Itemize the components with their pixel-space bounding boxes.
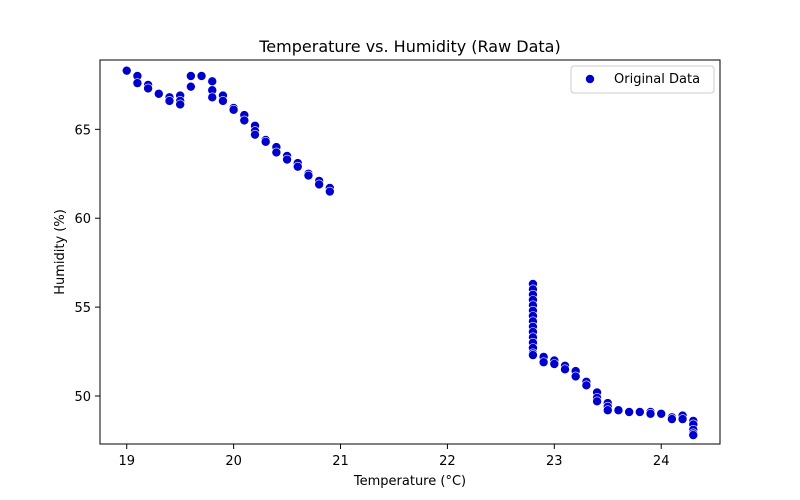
data-point: [624, 407, 634, 417]
data-point: [164, 96, 175, 106]
data-point: [325, 186, 335, 197]
legend-marker: [585, 74, 595, 84]
data-point: [667, 414, 677, 424]
data-point: [260, 136, 271, 147]
points-layer: [121, 65, 699, 440]
x-tick-label: 21: [332, 454, 349, 469]
data-point: [560, 364, 570, 375]
x-tick-label: 24: [653, 454, 670, 469]
data-point: [292, 161, 303, 172]
legend: Original Data: [570, 65, 715, 94]
data-point: [549, 359, 560, 369]
x-axis-label: Temperature (°C): [353, 474, 466, 489]
data-point: [645, 408, 656, 419]
legend-box: [570, 65, 715, 94]
data-point: [143, 83, 153, 94]
data-point: [581, 380, 592, 391]
data-point: [602, 405, 613, 416]
data-point: [656, 408, 667, 419]
data-point: [635, 407, 645, 417]
data-point: [207, 76, 218, 87]
data-point: [250, 129, 260, 140]
y-tick-label: 50: [74, 390, 91, 405]
data-point: [688, 430, 699, 440]
x-tick-label: 20: [225, 454, 242, 469]
data-point: [303, 170, 314, 181]
data-point: [186, 81, 196, 92]
data-point: [314, 179, 324, 190]
x-tick-label: 22: [439, 454, 456, 469]
data-point: [528, 350, 538, 360]
data-point: [271, 147, 282, 158]
data-point: [239, 115, 250, 126]
data-point: [153, 88, 164, 99]
data-point: [282, 154, 292, 165]
x-tick-label: 19: [118, 454, 135, 469]
data-point: [570, 371, 581, 382]
legend-label: Original Data: [614, 72, 700, 87]
chart-title: Temperature vs. Humidity (Raw Data): [258, 37, 560, 56]
y-tick-label: 60: [74, 212, 91, 227]
y-tick-label: 65: [74, 123, 91, 138]
plot-frame: [99, 59, 721, 445]
data-point: [677, 414, 688, 424]
ticks-layer: 19 20 21 22 23 24 50 55 60 65: [74, 123, 669, 469]
x-tick-label: 23: [546, 454, 563, 469]
data-point: [228, 104, 239, 115]
data-point: [592, 396, 602, 407]
data-point: [538, 357, 549, 368]
y-axis-label: Humidity (%): [53, 209, 68, 295]
data-point: [186, 71, 196, 81]
data-point: [175, 99, 185, 110]
data-point: [121, 65, 132, 76]
data-point: [196, 71, 207, 81]
data-point: [218, 96, 228, 106]
data-point: [132, 78, 143, 88]
y-tick-label: 55: [74, 301, 91, 316]
data-point: [207, 92, 218, 103]
data-point: [613, 405, 624, 416]
